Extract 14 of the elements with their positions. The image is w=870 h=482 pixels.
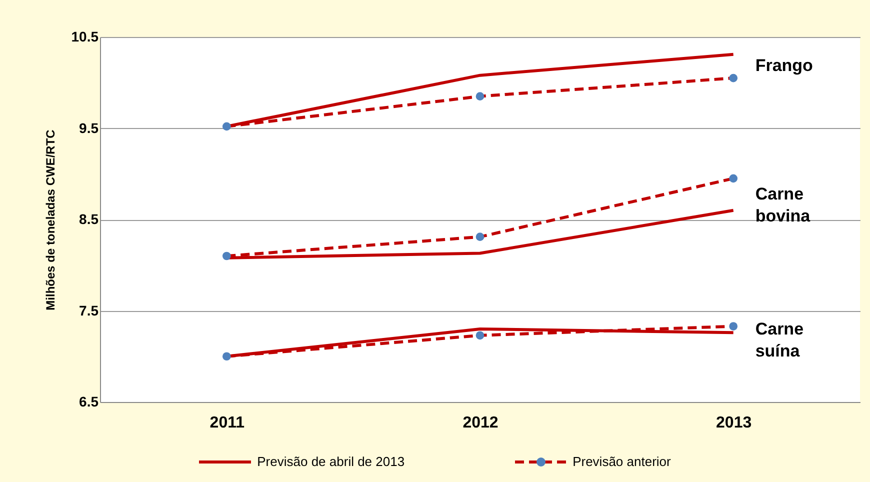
y-tick-label: 9.5 [79,120,99,136]
y-tick-label: 8.5 [79,211,99,227]
x-tick-label: 2011 [210,414,245,432]
x-tick-label: 2013 [716,414,752,432]
annotation: Carne suína [755,319,804,360]
annotation: Frango [755,56,813,76]
y-tick-label: 7.5 [79,302,99,318]
y-tick-label: 6.5 [79,394,99,410]
y-tick-label: 10.5 [71,28,99,44]
x-tick-label: 2012 [462,414,498,432]
y-axis-title: Milhões de toneladas CWE/RTC [43,129,58,310]
legend-label: Previsão anterior [572,454,671,469]
annotation: Carne bovina [755,184,811,226]
legend-label: Previsão de abril de 2013 [257,454,405,469]
